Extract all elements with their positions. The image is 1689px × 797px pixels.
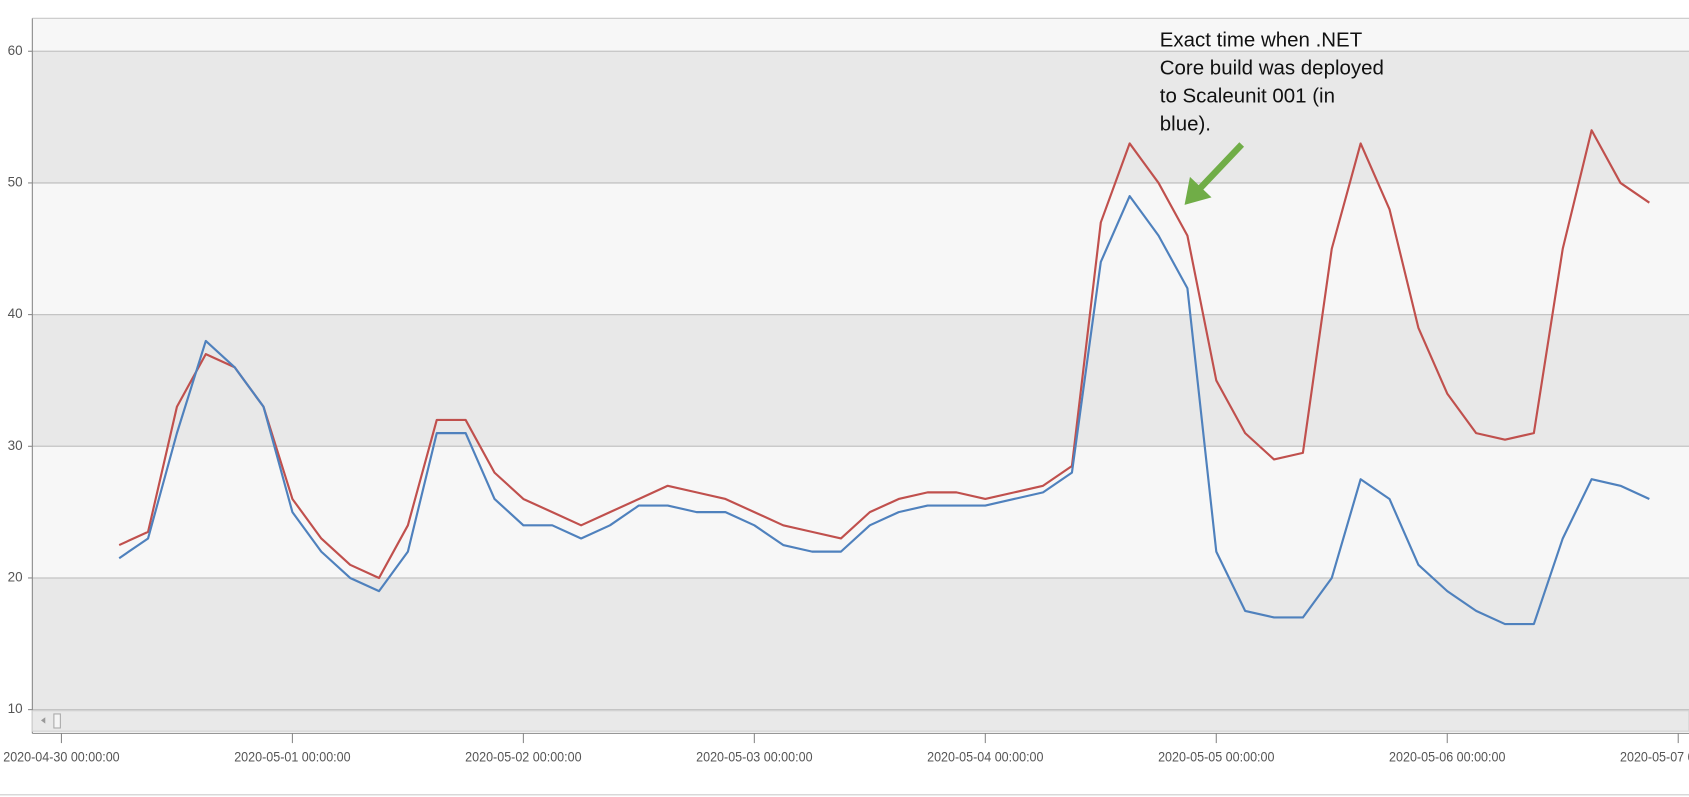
y-tick-label: 60 <box>8 43 23 58</box>
annotation-line: to Scaleunit 001 (in <box>1160 84 1335 107</box>
scrollbar[interactable] <box>31 710 1689 732</box>
bands <box>32 18 1689 710</box>
band <box>32 446 1689 578</box>
y-tick-label: 30 <box>8 438 23 453</box>
annotation-line: Core build was deployed <box>1160 56 1384 79</box>
x-tick-label: 2020-05-02 00:00:00 <box>465 750 581 765</box>
annotation-line: Exact time when .NET <box>1160 28 1363 51</box>
y-tick-label: 50 <box>8 174 23 189</box>
x-tick-label: 2020-04-30 00:00:00 <box>3 750 119 765</box>
x-tick-label: 2020-05-05 00:00:00 <box>1158 750 1274 765</box>
band <box>32 51 1689 183</box>
y-tick-label: 40 <box>8 306 23 321</box>
series-line <box>118 195 1650 626</box>
annotation-arrowhead <box>1184 176 1212 205</box>
x-tick-label: 2020-05-06 00:00:00 <box>1389 750 1505 765</box>
x-tick-label: 2020-05-01 00:00:00 <box>234 750 350 765</box>
lines <box>118 129 1650 626</box>
scroll-thumb[interactable] <box>53 713 61 729</box>
band <box>32 182 1689 315</box>
annotation: Exact time when .NET Core build was depl… <box>1160 28 1384 205</box>
x-tick-label: 2020-05-03 00:00:00 <box>696 750 812 765</box>
grid: 10 20 30 40 50 60 2020-04-30 00:00:00 2020-05-0… <box>3 43 1689 765</box>
scroll-left-arrow[interactable] <box>40 717 46 724</box>
band <box>32 18 1689 52</box>
annotation-line: blue). <box>1160 112 1211 135</box>
band <box>32 314 1689 447</box>
band <box>32 577 1689 710</box>
annotation-arrow <box>1198 142 1245 190</box>
series-line <box>118 129 1650 580</box>
y-tick-label: 10 <box>8 701 23 716</box>
x-tick-label: 2020-05-04 00:00:00 <box>927 750 1043 765</box>
x-tick-label: 2020-05-07 00:00:00 <box>1620 750 1689 765</box>
y-tick-label: 20 <box>8 570 23 585</box>
